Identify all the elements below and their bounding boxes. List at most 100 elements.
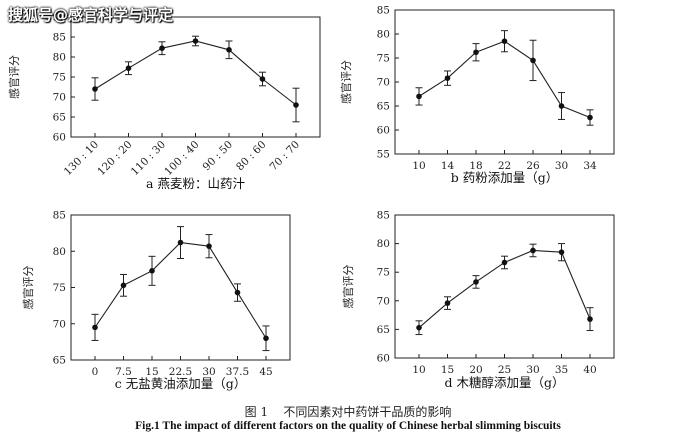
figure-caption-chinese: 图 1 不同因素对中药饼干品质的影响 (244, 405, 452, 419)
x-tick-label: 25 (498, 364, 511, 376)
data-point (159, 45, 165, 51)
data-point (206, 243, 212, 249)
x-tick-label: 90 : 50 (201, 139, 236, 174)
x-tick-label: 40 (583, 364, 596, 376)
data-point (501, 38, 508, 44)
plot-frame (394, 214, 615, 359)
data-point (444, 300, 451, 306)
data-point (444, 75, 451, 81)
x-tick-label: 26 (526, 160, 540, 172)
panel-subtitle: c 无盐黄油添加量（g） (115, 376, 246, 391)
x-tick-label: 70 : 70 (268, 139, 303, 174)
y-tick-label: 70 (53, 92, 66, 104)
data-point (259, 76, 266, 82)
y-tick-label: 85 (53, 210, 66, 222)
panel-subtitle: b 药粉添加量（g） (451, 170, 558, 185)
x-tick-label: 34 (583, 160, 597, 172)
data-point (226, 47, 232, 53)
chart-panel-c: 65 70 75 80 85 0 7.5 15 22.5 30 37.5 45 感官评分 c 无盐黄油添加… (21, 210, 291, 391)
series-line (94, 40, 297, 106)
data-point (92, 86, 98, 92)
x-tick-label: 130 : 10 (62, 139, 101, 178)
data-point (530, 247, 536, 254)
data-point (234, 289, 241, 296)
x-tick-label: 45 (259, 366, 272, 378)
x-tick-label: 22 (498, 160, 511, 172)
y-tick-label: 75 (377, 267, 390, 279)
data-point (192, 38, 199, 44)
y-tick-label: 65 (53, 112, 66, 124)
data-point (587, 114, 593, 121)
data-point (473, 279, 479, 285)
y-tick-label: 60 (377, 353, 390, 365)
chart-panel-b: 55 60 65 70 75 80 85 10 14 18 22 26 30 34 感官评分 b 药粉添加量（… (339, 5, 615, 185)
panel-subtitle: d 木糖醇添加量（g） (445, 375, 565, 390)
x-tick-label: 18 (469, 160, 482, 172)
data-point (530, 57, 536, 64)
x-tick-label: 15 (441, 364, 454, 376)
data-point (293, 102, 299, 108)
data-point (177, 239, 184, 246)
x-tick-label: 110 : 30 (129, 139, 168, 178)
x-tick-label: 30 (526, 364, 539, 376)
x-tick-label: 0 (92, 366, 99, 378)
y-tick-label: 90 (53, 12, 66, 24)
data-point (587, 316, 593, 322)
data-point (558, 249, 565, 255)
y-tick-label: 65 (377, 101, 390, 113)
y-tick-label: 85 (377, 5, 390, 17)
y-tick-label: 80 (53, 52, 66, 64)
x-tick-label: 120 : 20 (95, 139, 134, 178)
series-line (418, 40, 591, 119)
x-tick-label: 30 (202, 366, 215, 378)
y-tick-label: 85 (377, 210, 390, 222)
x-tick-label: 100 : 40 (162, 139, 201, 178)
y-tick-label: 80 (377, 238, 390, 250)
y-tick-label: 65 (53, 355, 66, 367)
x-tick-label: 22.5 (169, 366, 192, 378)
chart-panel-d: 60 65 70 75 80 85 10 15 20 25 30 35 40 感官评分 d 木糖醇添加量（g… (341, 210, 615, 390)
y-axis-label: 感官评分 (339, 60, 353, 104)
data-point (416, 324, 422, 331)
y-axis-label: 感官评分 (7, 55, 21, 99)
figure-caption-english: Fig.1 The impact of different factors on… (135, 420, 561, 432)
watermark-text: 搜狐号@感官科学与评定 (8, 6, 174, 24)
y-axis-label: 感官评分 (341, 265, 355, 309)
y-tick-label: 70 (377, 295, 390, 307)
y-tick-label: 65 (377, 324, 390, 336)
y-tick-label: 70 (53, 318, 66, 330)
y-tick-label: 85 (53, 32, 66, 44)
y-tick-label: 75 (377, 53, 390, 65)
y-tick-label: 60 (53, 132, 66, 144)
x-tick-label: 80 : 60 (234, 139, 269, 174)
data-point (416, 93, 422, 100)
x-tick-label: 20 (469, 364, 482, 376)
plot-frame (70, 16, 321, 138)
data-point (149, 268, 155, 274)
data-point (558, 103, 565, 109)
y-tick-label: 55 (377, 149, 390, 161)
x-tick-label: 10 (412, 160, 425, 172)
y-tick-label: 80 (53, 246, 66, 258)
x-tick-label: 14 (441, 160, 455, 172)
x-tick-label: 35 (555, 364, 568, 376)
x-tick-label: 37.5 (226, 366, 249, 378)
y-tick-label: 60 (377, 125, 390, 137)
y-tick-label: 75 (53, 72, 66, 84)
y-tick-label: 70 (377, 77, 390, 89)
panel-subtitle: a 燕麦粉：山药汁 (146, 176, 245, 191)
y-tick-label: 80 (377, 29, 390, 41)
data-point (92, 324, 98, 331)
data-point (473, 49, 479, 56)
y-tick-label: 75 (53, 282, 66, 294)
x-tick-label: 7.5 (115, 366, 132, 378)
y-axis-label: 感官评分 (21, 266, 35, 310)
data-point (263, 335, 269, 342)
data-point (125, 65, 132, 71)
data-point (120, 282, 127, 289)
x-tick-label: 15 (145, 366, 158, 378)
data-point (501, 259, 508, 266)
x-tick-label: 10 (412, 364, 425, 376)
